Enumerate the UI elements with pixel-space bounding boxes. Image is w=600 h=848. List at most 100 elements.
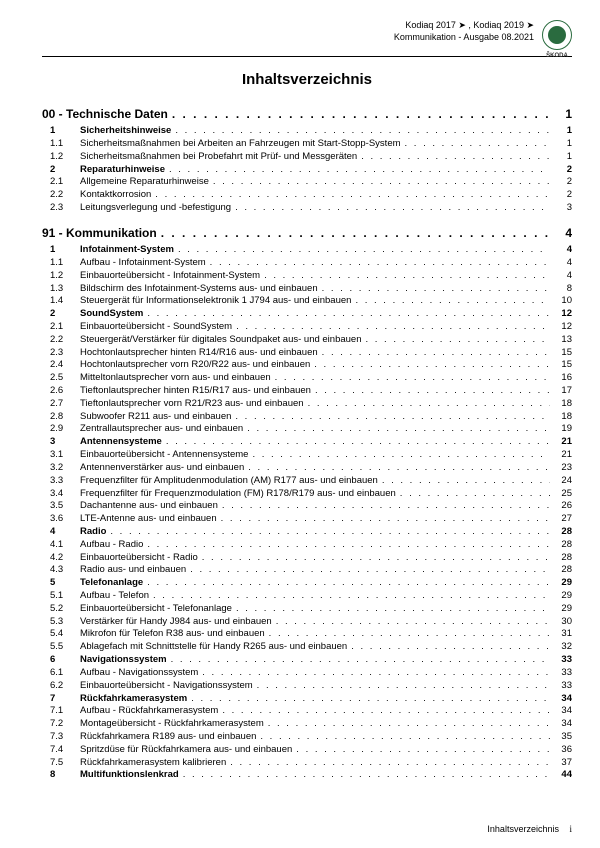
toc-row: 3.2Antennenverstärker aus- und einbauen.…: [42, 462, 572, 475]
table-of-contents: 00 - Technische Daten. . . . . . . . . .…: [42, 106, 572, 782]
toc-page: 2: [550, 176, 572, 189]
footer: Inhaltsverzeichnis i: [487, 824, 572, 834]
toc-row: 1.3Bildschirm des Infotainment-Systems a…: [42, 283, 572, 296]
toc-label: Reparaturhinweise: [80, 164, 165, 177]
toc-page: 27: [550, 513, 572, 526]
page-title: Inhaltsverzeichnis: [42, 71, 572, 88]
toc-number: 3: [42, 436, 80, 449]
leader-dots: . . . . . . . . . . . . . . . . . . . . …: [187, 693, 550, 706]
toc-page: 32: [550, 641, 572, 654]
toc-page: 29: [550, 577, 572, 590]
leader-dots: . . . . . . . . . . . . . . . . . . . . …: [310, 359, 550, 372]
toc-page: 23: [550, 462, 572, 475]
toc-number: 3.1: [42, 449, 80, 462]
toc-label: SoundSystem: [80, 308, 143, 321]
toc-page: 31: [550, 628, 572, 641]
leader-dots: . . . . . . . . . . . . . . . . . . . . …: [271, 372, 550, 385]
toc-label: Infotainment-System: [80, 244, 174, 257]
leader-dots: . . . . . . . . . . . . . . . . . . . . …: [232, 603, 550, 616]
leader-dots: . . . . . . . . . . . . . . . . . . . . …: [143, 308, 550, 321]
toc-page: 33: [550, 667, 572, 680]
leader-dots: . . . . . . . . . . . . . . . . . . . . …: [311, 385, 550, 398]
toc-label: Leitungsverlegung und -befestigung: [80, 202, 231, 215]
toc-label: Rückfahrkamera R189 aus- und einbauen: [80, 731, 256, 744]
toc-page: 21: [550, 436, 572, 449]
toc-number: 7.3: [42, 731, 80, 744]
toc-label: Radio aus- und einbauen: [80, 564, 186, 577]
toc-number: 8: [42, 769, 80, 782]
toc-number: 1: [42, 244, 80, 257]
toc-label: Sicherheitshinweise: [80, 125, 171, 138]
toc-page: 33: [550, 680, 572, 693]
leader-dots: . . . . . . . . . . . . . . . . . . . . …: [165, 164, 550, 177]
toc-label: Mikrofon für Telefon R38 aus- und einbau…: [80, 628, 265, 641]
toc-row: 4Radio. . . . . . . . . . . . . . . . . …: [42, 526, 572, 539]
leader-dots: . . . . . . . . . . . . . . . . . . . . …: [272, 616, 550, 629]
toc-label: Einbauorteübersicht - Antennensysteme: [80, 449, 248, 462]
toc-number: 7.2: [42, 718, 80, 731]
toc-row: 1.2Sicherheitsmaßnahmen bei Probefahrt m…: [42, 151, 572, 164]
toc-page: 1: [550, 138, 572, 151]
toc-row: 2.2Steuergerät/Verstärker für digitales …: [42, 334, 572, 347]
toc-page: 13: [550, 334, 572, 347]
leader-dots: . . . . . . . . . . . . . . . . . . . . …: [231, 411, 550, 424]
toc-number: 2.1: [42, 176, 80, 189]
toc-label: Steuergerät für Informationselektronik 1…: [80, 295, 351, 308]
toc-row: 3.4Frequenzfilter für Frequenzmodulation…: [42, 488, 572, 501]
toc-number: 3.2: [42, 462, 80, 475]
toc-row: 2.3Leitungsverlegung und -befestigung. .…: [42, 202, 572, 215]
toc-page: 35: [550, 731, 572, 744]
leader-dots: . . . . . . . . . . . . . . . . . . . . …: [168, 106, 550, 122]
leader-dots: . . . . . . . . . . . . . . . . . . . . …: [347, 641, 550, 654]
toc-row: 2.8Subwoofer R211 aus- und einbauen. . .…: [42, 411, 572, 424]
header-row: Kodiaq 2017 ➤ , Kodiaq 2019 ➤ Kommunikat…: [42, 20, 572, 50]
header-line2: Kommunikation - Ausgabe 08.2021: [288, 32, 534, 44]
toc-number: 1.4: [42, 295, 80, 308]
leader-dots: . . . . . . . . . . . . . . . . . . . . …: [198, 552, 550, 565]
toc-label: Rückfahrkamerasystem: [80, 693, 187, 706]
toc-label: Hochtonlautsprecher vorn R20/R22 aus- un…: [80, 359, 310, 372]
toc-number: 4.3: [42, 564, 80, 577]
toc-number: 2.6: [42, 385, 80, 398]
leader-dots: . . . . . . . . . . . . . . . . . . . . …: [304, 398, 550, 411]
toc-number: 5.3: [42, 616, 80, 629]
toc-row: 6Navigationssystem. . . . . . . . . . . …: [42, 654, 572, 667]
leader-dots: . . . . . . . . . . . . . . . . . . . . …: [244, 462, 550, 475]
toc-number: 6.1: [42, 667, 80, 680]
toc-number: 6: [42, 654, 80, 667]
toc-row: 1.4Steuergerät für Informationselektroni…: [42, 295, 572, 308]
leader-dots: . . . . . . . . . . . . . . . . . . . . …: [253, 680, 550, 693]
toc-page: 24: [550, 475, 572, 488]
leader-dots: . . . . . . . . . . . . . . . . . . . . …: [143, 539, 550, 552]
toc-page: 29: [550, 603, 572, 616]
toc-number: 2.4: [42, 359, 80, 372]
toc-number: 7.4: [42, 744, 80, 757]
leader-dots: . . . . . . . . . . . . . . . . . . . . …: [218, 500, 550, 513]
leader-dots: . . . . . . . . . . . . . . . . . . . . …: [143, 577, 550, 590]
leader-dots: . . . . . . . . . . . . . . . . . . . . …: [179, 769, 550, 782]
toc-page: 34: [550, 718, 572, 731]
toc-number: 3.5: [42, 500, 80, 513]
toc-page: 36: [550, 744, 572, 757]
toc-page: 12: [550, 321, 572, 334]
toc-number: 2.5: [42, 372, 80, 385]
toc-row: 7.4Spritzdüse für Rückfahrkamera aus- un…: [42, 744, 572, 757]
toc-number: 2: [42, 164, 80, 177]
toc-number: 1.3: [42, 283, 80, 296]
toc-row: 5.3Verstärker für Handy J984 aus- und ei…: [42, 616, 572, 629]
toc-number: 5.4: [42, 628, 80, 641]
toc-page: 18: [550, 398, 572, 411]
toc-label: Antennensysteme: [80, 436, 162, 449]
section-number: 00 -: [42, 106, 66, 122]
toc-label: Telefonanlage: [80, 577, 143, 590]
toc-label: Aufbau - Infotainment-System: [80, 257, 206, 270]
toc-page: 34: [550, 693, 572, 706]
brand-logo: ŠKODA: [542, 20, 572, 50]
toc-number: 1.1: [42, 257, 80, 270]
toc-page: 2: [550, 189, 572, 202]
toc-row: 3Antennensysteme. . . . . . . . . . . . …: [42, 436, 572, 449]
toc-number: 2.8: [42, 411, 80, 424]
toc-row: 2.5Mitteltonlautsprecher vorn aus- und e…: [42, 372, 572, 385]
toc-label: Ablagefach mit Schnittstelle für Handy R…: [80, 641, 347, 654]
leader-dots: . . . . . . . . . . . . . . . . . . . . …: [351, 295, 550, 308]
